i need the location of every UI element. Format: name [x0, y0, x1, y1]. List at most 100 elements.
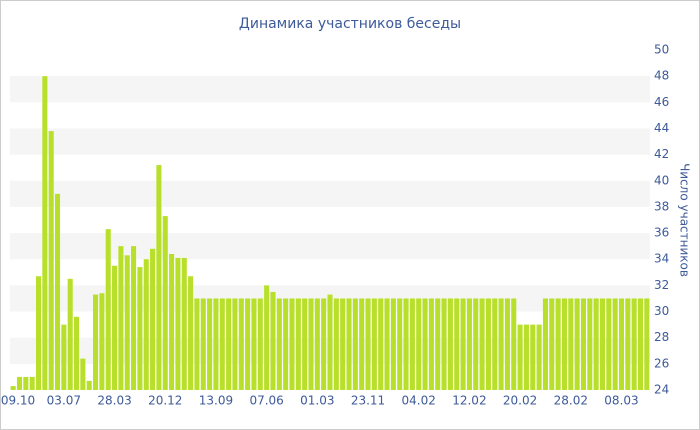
bar: [460, 298, 466, 390]
y-tick-label: 46: [654, 95, 669, 109]
bar: [371, 298, 377, 390]
bar: [359, 298, 365, 390]
grid-band: [10, 233, 650, 260]
bar: [10, 386, 16, 390]
bar: [16, 376, 23, 390]
bar: [219, 298, 225, 390]
bar: [251, 298, 257, 390]
bar: [105, 229, 111, 390]
bar: [536, 324, 542, 390]
bar: [29, 376, 35, 390]
bar: [403, 298, 409, 390]
bar: [213, 298, 219, 390]
y-tick-label: 30: [654, 304, 669, 318]
bar: [644, 298, 650, 390]
bar: [80, 358, 86, 390]
x-tick-label: 28.02: [554, 394, 588, 408]
bar: [200, 298, 206, 390]
y-tick-label: 34: [654, 252, 669, 266]
y-tick-label: 28: [654, 330, 669, 344]
x-tick-label: 23.11: [351, 394, 385, 408]
bar: [580, 298, 586, 390]
bar: [162, 216, 168, 390]
y-tick-label: 38: [654, 199, 669, 213]
bar: [365, 298, 371, 390]
y-axis-title: Число участников: [678, 163, 692, 277]
bar: [561, 298, 567, 390]
x-tick-label: 13.09: [199, 394, 233, 408]
y-tick-label: 26: [654, 356, 669, 370]
y-tick-label: 42: [654, 147, 669, 161]
bar: [422, 298, 428, 390]
x-tick-label: 08.03: [604, 394, 638, 408]
bar: [378, 298, 384, 390]
bar: [169, 254, 175, 390]
bar: [479, 298, 485, 390]
bar: [447, 298, 453, 390]
bar: [555, 298, 561, 390]
bar: [118, 246, 124, 390]
bar: [346, 298, 352, 390]
bar: [48, 131, 54, 391]
bar: [86, 380, 92, 390]
y-tick-label: 48: [654, 69, 669, 83]
x-tick-label: 12.02: [452, 394, 486, 408]
bar: [606, 298, 612, 390]
bar: [473, 298, 479, 390]
bar: [264, 285, 270, 390]
bar: [587, 298, 593, 390]
bar: [150, 248, 156, 390]
y-tick-label: 32: [654, 278, 669, 292]
bar: [61, 324, 67, 390]
x-tick-label: 28.03: [97, 394, 131, 408]
bar: [226, 298, 232, 390]
bar: [327, 294, 333, 390]
bar: [23, 376, 29, 390]
x-tick-label: 03.07: [47, 394, 81, 408]
bar: [112, 265, 118, 390]
bar: [124, 255, 130, 390]
bar: [397, 298, 403, 390]
bar: [523, 324, 529, 390]
bar: [270, 291, 276, 390]
x-tick-label: 07.06: [249, 394, 283, 408]
y-tick-label: 44: [654, 121, 669, 135]
bar: [574, 298, 580, 390]
bar: [612, 298, 618, 390]
bar: [137, 267, 143, 390]
bar: [238, 298, 244, 390]
bar: [35, 276, 42, 390]
bar: [181, 257, 187, 390]
bar: [568, 298, 574, 390]
bar: [93, 294, 99, 390]
x-tick-label: 04.02: [402, 394, 436, 408]
y-tick-label: 40: [654, 173, 669, 187]
grid-band: [10, 180, 650, 207]
bar: [295, 298, 301, 390]
y-tick-label: 24: [654, 383, 669, 397]
bar: [194, 298, 200, 390]
bar: [156, 165, 162, 390]
bar: [593, 298, 599, 390]
bar: [416, 298, 422, 390]
bar: [276, 298, 282, 390]
bar: [485, 298, 491, 390]
bar: [637, 298, 644, 390]
bar: [352, 298, 358, 390]
bar: [143, 259, 149, 390]
x-tick-label: 01.03: [300, 394, 334, 408]
bar: [175, 257, 181, 390]
bar: [428, 298, 434, 390]
bar: [308, 298, 314, 390]
bar: [511, 298, 517, 390]
bar: [321, 298, 327, 390]
y-tick-label: 50: [654, 43, 669, 57]
bar: [498, 298, 504, 390]
bar: [542, 298, 548, 390]
bar: [283, 298, 289, 390]
bar: [466, 298, 472, 390]
bar: [492, 298, 498, 390]
bar: [625, 298, 631, 390]
bar: [631, 298, 637, 390]
